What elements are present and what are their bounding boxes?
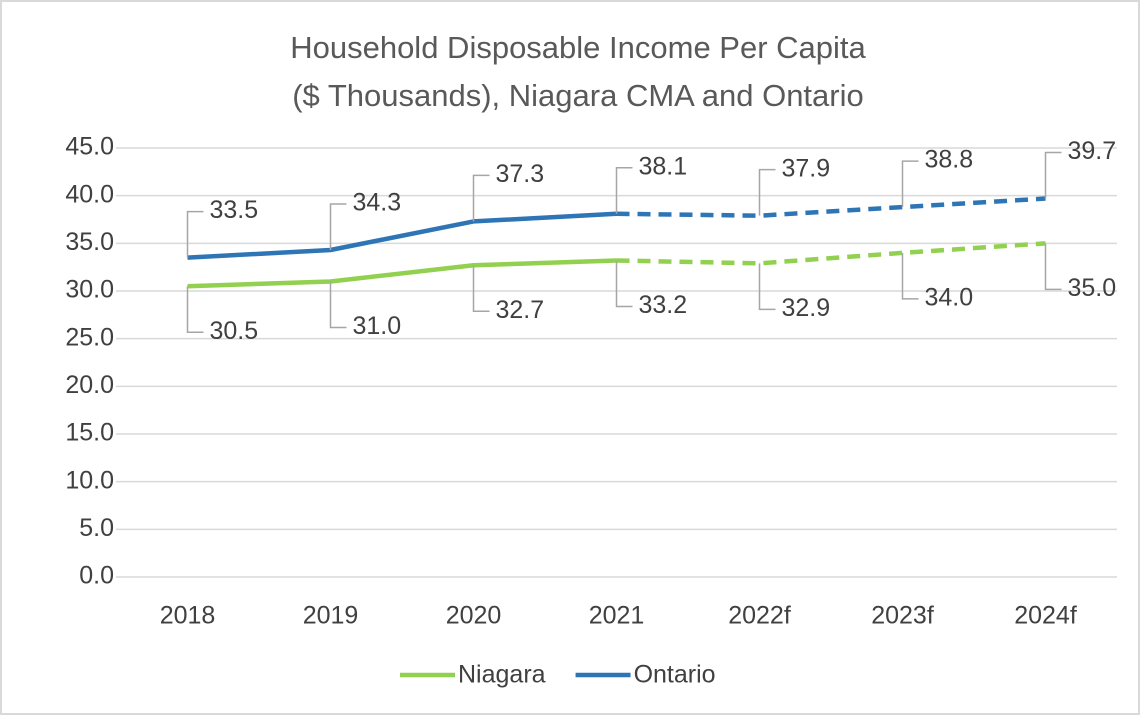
- data-label: 33.5: [210, 196, 259, 224]
- label-leader: [615, 260, 633, 308]
- y-tick-label: 40.0: [65, 180, 114, 208]
- x-tick-label: 2023f: [871, 602, 934, 630]
- data-label: 34.0: [925, 283, 974, 311]
- label-leader: [329, 281, 347, 329]
- chart-title: Household Disposable Income Per Capita: [290, 30, 866, 65]
- label-leader: [901, 160, 919, 208]
- label-leader: [758, 168, 776, 216]
- data-label: 33.2: [639, 291, 688, 319]
- label-leader: [758, 263, 776, 311]
- legend-label: Ontario: [634, 661, 716, 689]
- data-label: 37.3: [496, 160, 545, 188]
- data-label: 39.7: [1068, 137, 1117, 165]
- y-tick-label: 10.0: [65, 466, 114, 494]
- label-leader: [901, 252, 919, 300]
- chart-title: ($ Thousands), Niagara CMA and Ontario: [292, 78, 864, 113]
- label-leader: [472, 174, 490, 222]
- y-tick-label: 20.0: [65, 371, 114, 399]
- label-leader: [1044, 151, 1062, 199]
- legend-label: Niagara: [458, 661, 546, 689]
- x-tick-label: 2018: [160, 602, 216, 630]
- label-leader: [472, 265, 490, 313]
- y-tick-label: 35.0: [65, 228, 114, 256]
- data-label: 38.8: [925, 146, 974, 174]
- y-tick-label: 25.0: [65, 323, 114, 351]
- data-label: 34.3: [353, 189, 402, 217]
- label-leader: [186, 210, 204, 258]
- y-tick-label: 45.0: [65, 133, 114, 161]
- series-line: [187, 258, 617, 289]
- x-tick-label: 2020: [446, 602, 502, 630]
- data-label: 31.0: [353, 312, 402, 340]
- data-label: 37.9: [782, 154, 831, 182]
- forecast-line: [616, 241, 1046, 266]
- data-label: 32.7: [496, 296, 545, 324]
- x-tick-label: 2019: [303, 602, 359, 630]
- forecast-line: [616, 196, 1046, 218]
- label-leader: [1044, 243, 1062, 291]
- data-label: 30.5: [210, 317, 259, 345]
- label-leader: [329, 203, 347, 251]
- data-label: 38.1: [639, 152, 688, 180]
- x-tick-label: 2022f: [728, 602, 791, 630]
- x-tick-label: 2021: [589, 602, 645, 630]
- data-label: 35.0: [1068, 274, 1117, 302]
- y-tick-label: 30.0: [65, 276, 114, 304]
- y-tick-label: 0.0: [79, 562, 114, 590]
- y-tick-label: 15.0: [65, 419, 114, 447]
- label-leader: [186, 286, 204, 333]
- x-tick-label: 2024f: [1014, 602, 1077, 630]
- series-line: [187, 211, 617, 260]
- label-leader: [615, 167, 633, 214]
- y-tick-label: 5.0: [79, 514, 114, 542]
- data-label: 32.9: [782, 294, 831, 322]
